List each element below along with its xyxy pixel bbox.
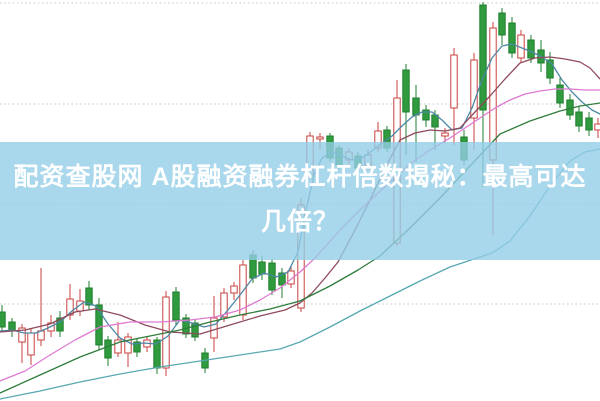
candle-body [85, 287, 93, 306]
candle [85, 281, 93, 310]
candle-body [114, 339, 122, 354]
candle-body [594, 123, 600, 131]
candle [402, 64, 410, 155]
candle-body [56, 317, 64, 332]
candle [527, 35, 535, 63]
candle [287, 266, 295, 288]
candle-body [498, 12, 506, 36]
candle [0, 305, 6, 332]
candle [220, 288, 228, 322]
candle-body [556, 84, 564, 104]
candle [230, 282, 238, 300]
candle-body [287, 270, 295, 285]
candle [508, 17, 516, 58]
candle [104, 336, 112, 366]
candle [124, 333, 132, 367]
candle [556, 78, 564, 108]
candle-body [230, 285, 238, 294]
candle [278, 268, 286, 298]
candle-body [0, 311, 6, 328]
candle [56, 311, 64, 337]
candle-body [575, 111, 583, 127]
candle-body [450, 54, 458, 109]
candle [172, 287, 180, 326]
candle [422, 105, 430, 127]
candle-body [402, 69, 410, 113]
candle-body [479, 4, 487, 111]
candle [498, 8, 506, 45]
candle-body [470, 59, 478, 119]
candle [95, 298, 103, 350]
candle-body [278, 272, 286, 286]
candle-body [546, 59, 554, 79]
candle [594, 118, 600, 138]
candle-body [95, 304, 103, 346]
candle-body [441, 132, 449, 137]
candle [182, 314, 190, 338]
candle-body [527, 39, 535, 59]
candle [133, 338, 141, 357]
candle [191, 319, 199, 341]
candle [575, 106, 583, 132]
candle-body [172, 291, 180, 321]
candle-body [412, 97, 420, 116]
candle [585, 112, 593, 136]
candle-body [316, 136, 324, 140]
candle-body [182, 317, 190, 335]
candle-body [508, 22, 516, 54]
headline-line-2: 几倍？ [260, 208, 339, 236]
candle [114, 322, 122, 357]
candle-body [27, 332, 35, 356]
candle-body [489, 27, 497, 161]
candle-body [210, 317, 218, 339]
ma-dark-green [0, 102, 600, 394]
headline-banner: 配资查股网 A股融资融券杠杆倍数揭秘：最高可达 几倍？ [0, 142, 600, 260]
headline-line-1: 配资查股网 A股融资融券杠杆倍数揭秘：最高可达 [13, 163, 587, 191]
candle-body [133, 341, 141, 353]
candle-body [220, 292, 228, 318]
candle-body [422, 109, 430, 121]
candle-body [104, 339, 112, 359]
candle-body [124, 336, 132, 354]
candle-body [258, 261, 266, 275]
candle-body [18, 327, 26, 343]
candle-body [191, 322, 199, 338]
candle-body [585, 117, 593, 131]
